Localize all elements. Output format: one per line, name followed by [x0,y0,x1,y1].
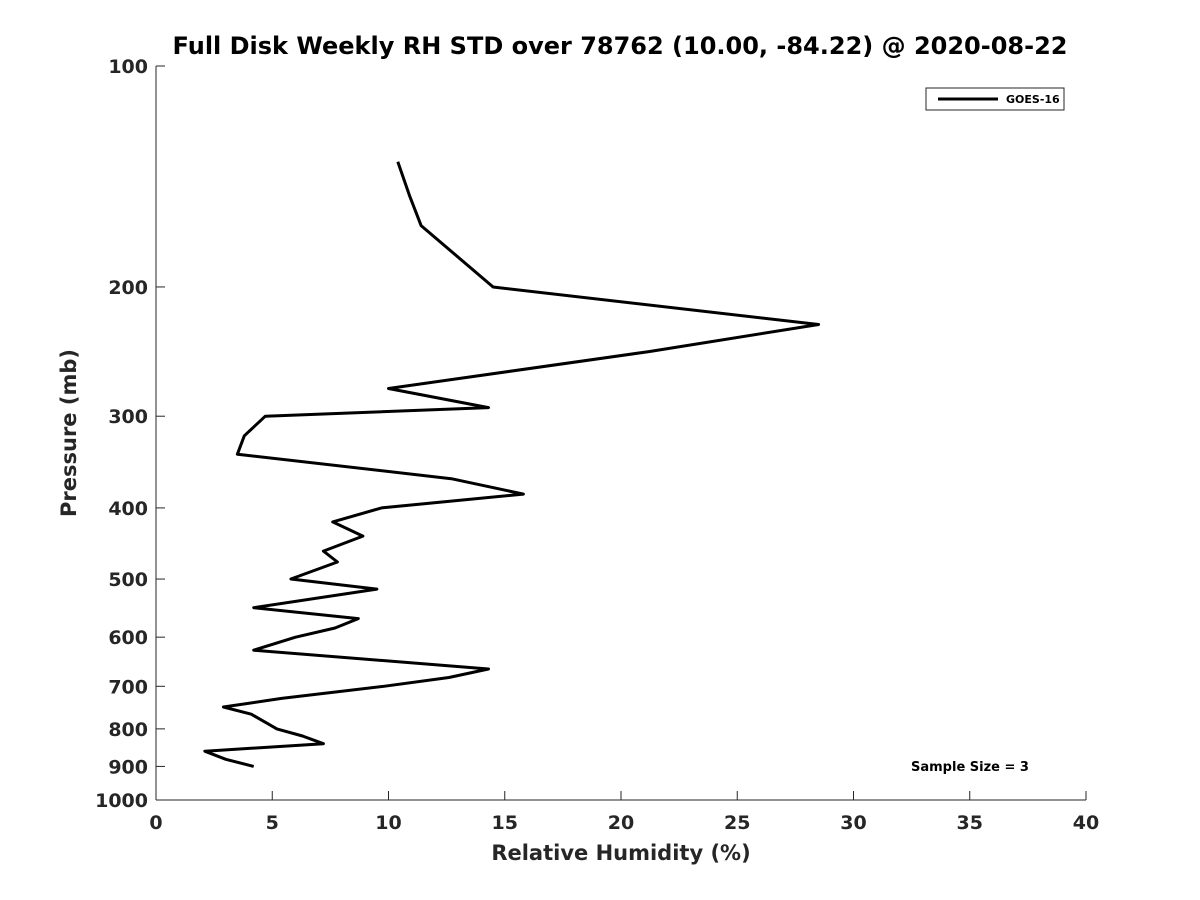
y-tick-label: 300 [108,406,148,428]
chart-title: Full Disk Weekly RH STD over 78762 (10.0… [173,32,1068,60]
series-layer [203,161,821,768]
y-tick-label: 1000 [95,790,148,812]
x-tick-label: 35 [957,812,983,834]
y-tick-label: 600 [108,627,148,649]
y-tick-label: 200 [108,277,148,299]
x-tick-label: 20 [608,812,634,834]
y-axis-label: Pressure (mb) [57,349,81,517]
x-tick-label: 25 [724,812,750,834]
x-tick-label: 10 [375,812,401,834]
legend-label-goes-16: GOES-16 [1006,93,1060,106]
plot-axes [155,66,1086,801]
y-tick-label: 800 [108,719,148,741]
y-tick-label: 400 [108,498,148,520]
y-tick-label: 700 [108,676,148,698]
series-line-goes-16 [203,161,821,768]
y-tick-label: 100 [108,56,148,78]
x-tick-label: 15 [492,812,518,834]
sample-size-annotation: Sample Size = 3 [911,760,1029,775]
x-tick-label: 0 [149,812,162,834]
y-ticks: 100 200 300 400 500 600 700 800 900 1000 [95,56,165,812]
legend: GOES-16 [925,87,1065,111]
y-tick-label: 500 [108,569,148,591]
x-tick-label: 5 [266,812,279,834]
x-tick-label: 30 [840,812,866,834]
x-ticks: 0 5 10 15 20 25 30 35 40 [149,791,1099,834]
y-tick-label: 900 [108,756,148,778]
x-tick-label: 40 [1073,812,1099,834]
x-axis-label: Relative Humidity (%) [491,841,750,865]
